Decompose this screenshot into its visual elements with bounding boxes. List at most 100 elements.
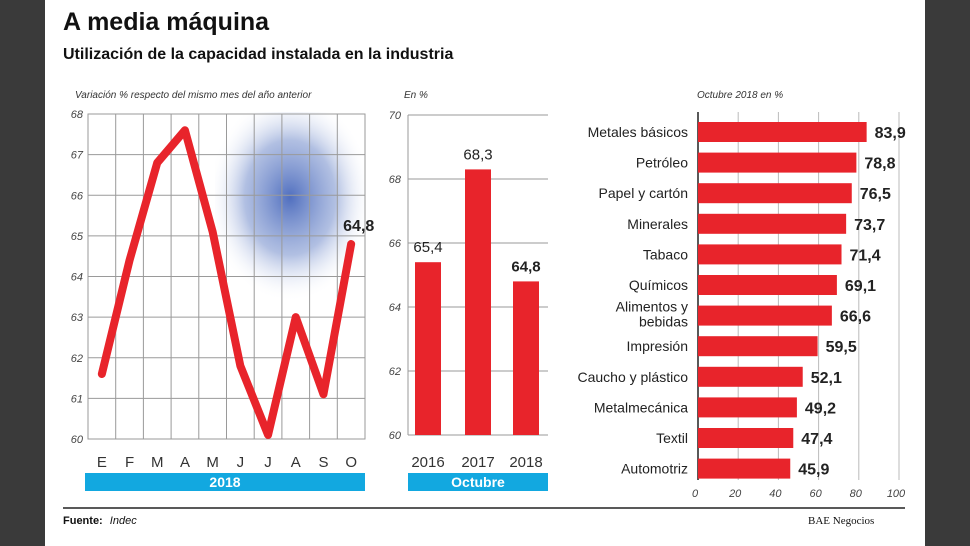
chart3-category-label: Metalmecánica: [594, 399, 688, 415]
chart2-ytick: 66: [389, 238, 402, 250]
chart1-point: [183, 129, 186, 132]
chart1-xtick: J: [237, 454, 245, 471]
chart2-value-label: 65,4: [413, 239, 442, 256]
chart2-xtick: 2016: [411, 454, 444, 471]
chart3-value-label: 71,4: [850, 247, 881, 264]
page-title: A media máquina: [63, 8, 270, 36]
chart1-point: [267, 433, 270, 436]
chart3-category-label: Químicos: [629, 277, 688, 293]
chart2-ytick: 60: [389, 430, 402, 442]
chart3-value-label: 78,8: [864, 156, 895, 173]
chart3-xtick: 80: [850, 488, 863, 500]
chart1-band: [85, 473, 365, 491]
chart1-point: [156, 161, 159, 164]
chart3-value-label: 49,2: [805, 400, 836, 417]
chart2-ytick: 64: [389, 302, 401, 314]
chart3-value-label: 52,1: [811, 370, 842, 387]
chart1-xtick: M: [206, 454, 219, 471]
chart3-bar: [698, 244, 842, 265]
chart3-bar: [698, 336, 818, 357]
chart2-band: [408, 473, 548, 491]
chart1-point: [322, 393, 325, 396]
chart1-ytick: 68: [71, 109, 84, 121]
chart3-value-label: 59,5: [826, 339, 857, 356]
chart3-bar: [698, 428, 794, 448]
chart2-band-label: Octubre: [451, 474, 505, 490]
chart1-xtick: F: [125, 454, 134, 471]
chart1-title: Variación % respecto del mismo mes del a…: [75, 90, 312, 101]
chart3-bar: [698, 183, 852, 204]
chart3-category-label: Impresión: [627, 338, 688, 354]
chart3-value-label: 83,9: [875, 125, 906, 142]
chart2-ytick: 62: [389, 366, 401, 378]
chart1-point: [350, 243, 353, 245]
chart3-value-label: 47,4: [801, 431, 832, 448]
chart3-category-label: bebidas: [639, 314, 688, 330]
chart1-ytick: 65: [71, 231, 84, 243]
chart3-category-label: Petróleo: [636, 155, 688, 171]
worker-photo: [215, 112, 365, 302]
chart3-category-label: Papel y cartón: [599, 185, 689, 201]
chart3-xtick: 20: [728, 488, 742, 500]
chart1-point: [128, 259, 131, 262]
chart1-ytick: 60: [71, 434, 84, 446]
chart3-value-label: 76,5: [860, 186, 891, 203]
chart1-point: [294, 316, 297, 319]
chart3-bar: [698, 213, 847, 234]
chart1-point: [239, 364, 242, 367]
chart1-last-label: 64,8: [343, 218, 374, 235]
chart1-xtick: J: [264, 454, 272, 471]
chart3-xtick: 60: [809, 488, 822, 500]
chart2-value-label: 68,3: [463, 146, 492, 163]
source: Indec: [109, 515, 137, 527]
source-label: Fuente:: [63, 515, 103, 527]
chart2-title: En %: [404, 90, 428, 101]
chart1-xtick: O: [345, 454, 357, 471]
chart3-category-label: Automotriz: [621, 461, 688, 477]
chart2-bar: [415, 262, 441, 435]
chart3-bar: [698, 152, 857, 173]
chart3-value-label: 45,9: [798, 462, 829, 479]
chart1-xtick: A: [180, 454, 190, 471]
chart3-bar: [698, 397, 797, 418]
chart3-category-label: Alimentos y: [616, 299, 688, 315]
chart3-category-label: Minerales: [627, 216, 688, 232]
chart1-xtick: A: [291, 454, 301, 471]
chart3-xtick: 40: [769, 488, 782, 500]
chart3-category-label: Tabaco: [643, 246, 688, 262]
chart1-band-label: 2018: [209, 474, 240, 490]
chart3-category-label: Textil: [656, 430, 688, 446]
chart1-ytick: 67: [71, 150, 84, 162]
chart1-ytick: 62: [71, 353, 83, 365]
chart3-value-label: 73,7: [854, 217, 885, 234]
chart2-xtick: 2017: [461, 454, 494, 471]
chart3-category-label: Caucho y plástico: [577, 369, 688, 385]
chart1-point: [211, 230, 214, 233]
chart2-xtick: 2018: [509, 454, 542, 471]
chart2-ytick: 70: [389, 110, 402, 122]
chart3-bar: [698, 275, 837, 295]
page-subtitle: Utilización de la capacidad instalada en…: [63, 46, 454, 63]
chart3-bar: [698, 366, 803, 387]
chart1-point: [100, 373, 103, 375]
chart1-xtick: M: [151, 454, 164, 471]
chart1-ytick: 66: [71, 190, 84, 202]
chart3-bar: [698, 458, 791, 479]
chart1-xtick: E: [97, 454, 107, 471]
chart3-category-label: Metales básicos: [588, 124, 688, 140]
chart3-bar: [698, 122, 867, 142]
chart3-xtick: 100: [887, 488, 906, 500]
chart3-xtick: 0: [692, 488, 699, 500]
chart3-bar: [698, 305, 832, 326]
chart3-title: Octubre 2018 en %: [697, 90, 783, 101]
brand: BAE Negocios: [808, 515, 875, 527]
chart1-ytick: 61: [71, 393, 83, 405]
chart3-value-label: 69,1: [845, 278, 876, 295]
chart2-bar: [513, 281, 539, 435]
chart1-ytick: 63: [71, 312, 84, 324]
chart1-line: [97, 126, 356, 439]
chart1-ytick: 64: [71, 272, 83, 284]
chart2-value-label: 64,8: [511, 258, 540, 275]
chart1-xtick: S: [318, 454, 328, 471]
